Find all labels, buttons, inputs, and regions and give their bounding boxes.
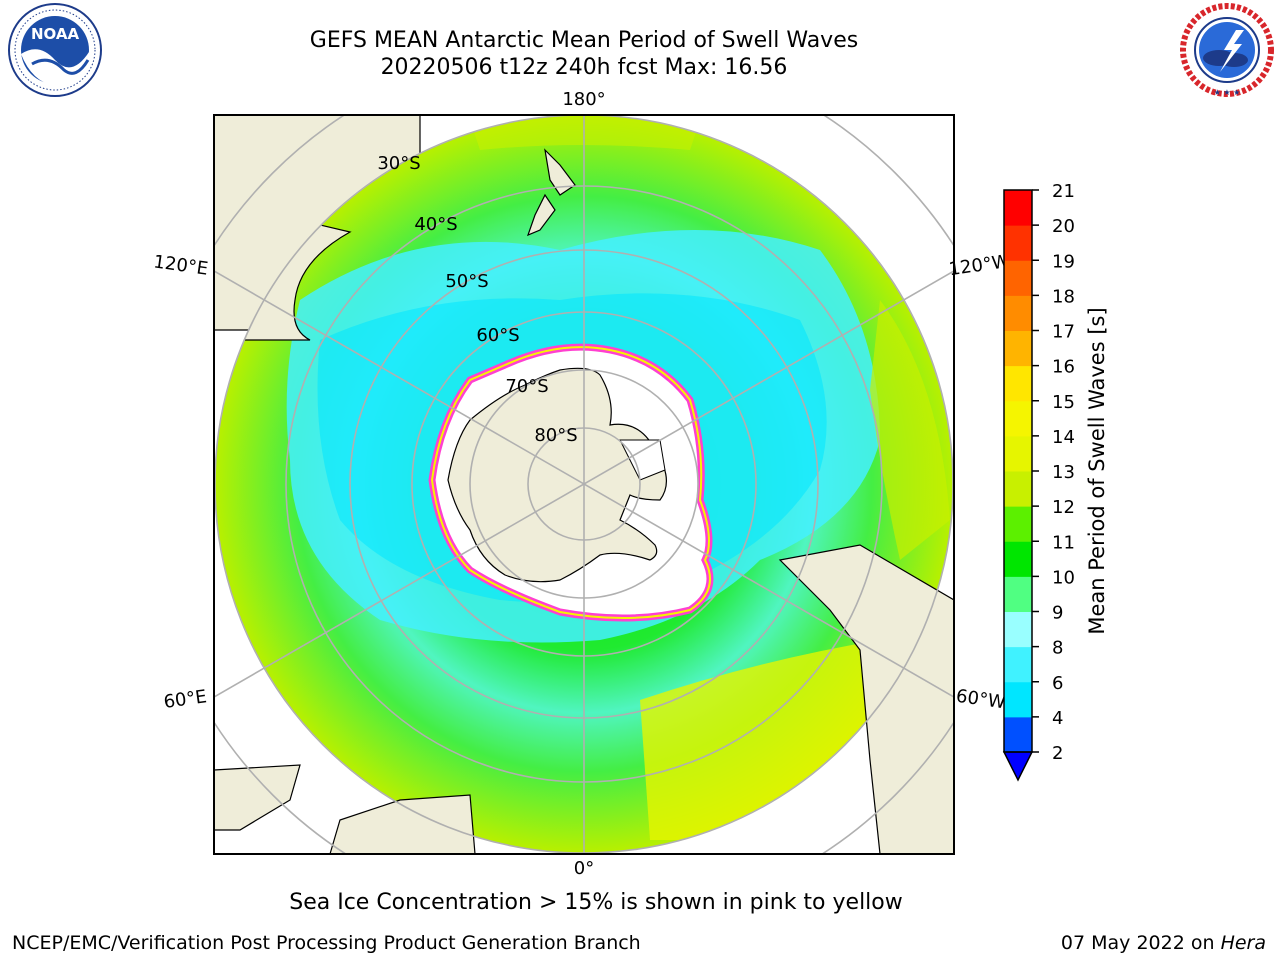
- colorbar-tick-label: 9: [1052, 603, 1063, 624]
- colorbar-swatch: [1004, 260, 1032, 296]
- colorbar-swatch: [1004, 716, 1032, 753]
- svg-text:★ ★ ★: ★ ★ ★: [1214, 88, 1241, 97]
- lon-label-180: 180°: [562, 89, 605, 110]
- lon-label-60w: 60°W: [955, 686, 1007, 714]
- graticule: [214, 115, 954, 854]
- colorbar-tick-label: 12: [1052, 497, 1075, 518]
- noaa-logo-text: NOAA: [31, 25, 80, 43]
- lon-label-0: 0°: [574, 858, 594, 879]
- lat-label-60s: 60°S: [476, 325, 519, 346]
- colorbar-swatch: [1004, 576, 1032, 612]
- map-frame: [213, 114, 955, 855]
- colorbar-tick-label: 10: [1052, 567, 1075, 588]
- chart-subtitle: 20220506 t12z 240h fcst Max: 16.56: [380, 55, 788, 80]
- colorbar-swatch: [1004, 611, 1032, 648]
- lat-label-40s: 40°S: [414, 214, 457, 235]
- footer-host: Hera: [1220, 932, 1266, 954]
- colorbar-swatch: [1004, 541, 1032, 577]
- lat-label-70s: 70°S: [505, 376, 548, 397]
- chart-title: GEFS MEAN Antarctic Mean Period of Swell…: [309, 28, 859, 53]
- colorbar-swatch: [1004, 365, 1032, 402]
- lat-label-50s: 50°S: [445, 271, 488, 292]
- sea-ice-caption: Sea Ice Concentration > 15% is shown in …: [289, 890, 903, 915]
- lat-label-30s: 30°S: [377, 153, 420, 174]
- colorbar-tick-label: 19: [1052, 251, 1075, 272]
- colorbar-tick-label: 8: [1052, 638, 1063, 659]
- colorbar-tick-label: 20: [1052, 216, 1075, 237]
- colorbar-swatch: [1004, 225, 1032, 261]
- colorbar-tick-label: 16: [1052, 357, 1075, 378]
- colorbar-swatch: [1004, 190, 1032, 226]
- colorbar-label: Mean Period of Swell Waves [s]: [1085, 307, 1109, 634]
- lat-label-80s: 80°S: [534, 425, 577, 446]
- colorbar-tick-label: 17: [1052, 322, 1075, 343]
- footer-credit: NCEP/EMC/Verification Post Processing Pr…: [12, 932, 641, 954]
- colorbar-tick-label: 21: [1052, 181, 1075, 202]
- lon-label-60e: 60°E: [162, 686, 208, 713]
- colorbar-tick-label: 2: [1052, 743, 1063, 764]
- colorbar-tick-label: 15: [1052, 392, 1075, 413]
- colorbar-tick-label: 11: [1052, 532, 1075, 553]
- colorbar-swatch: [1004, 506, 1032, 542]
- colorbar-tick-label: 14: [1052, 427, 1075, 448]
- noaa-logo: NOAA: [8, 3, 102, 97]
- lon-label-120w: 120°W: [947, 251, 1011, 280]
- colorbar-extend-arrow: [1002, 751, 1034, 782]
- colorbar: 2 4 6 8 9 10 11 12 13 14 15 16 17 18 19 20 21: [1002, 181, 1075, 782]
- colorbar-swatch: [1004, 330, 1032, 367]
- colorbar-swatch: [1004, 646, 1032, 683]
- colorbar-swatch: [1004, 295, 1032, 331]
- colorbar-swatch: [1004, 435, 1032, 472]
- footer-date-text: 07 May 2022 on: [1060, 932, 1215, 954]
- colorbar-tick-label: 6: [1052, 673, 1063, 694]
- lon-label-120e: 120°E: [152, 251, 209, 279]
- colorbar-swatch: [1004, 400, 1032, 437]
- colorbar-swatch: [1004, 681, 1032, 718]
- colorbar-tick-label: 4: [1052, 708, 1063, 729]
- colorbar-tick-label: 13: [1052, 462, 1075, 483]
- footer-date: 07 May 2022 on Hera: [1061, 932, 1266, 954]
- colorbar-swatch: [1004, 471, 1032, 507]
- nws-logo: ★ ★ ★: [1180, 3, 1274, 97]
- colorbar-tick-label: 18: [1052, 286, 1075, 307]
